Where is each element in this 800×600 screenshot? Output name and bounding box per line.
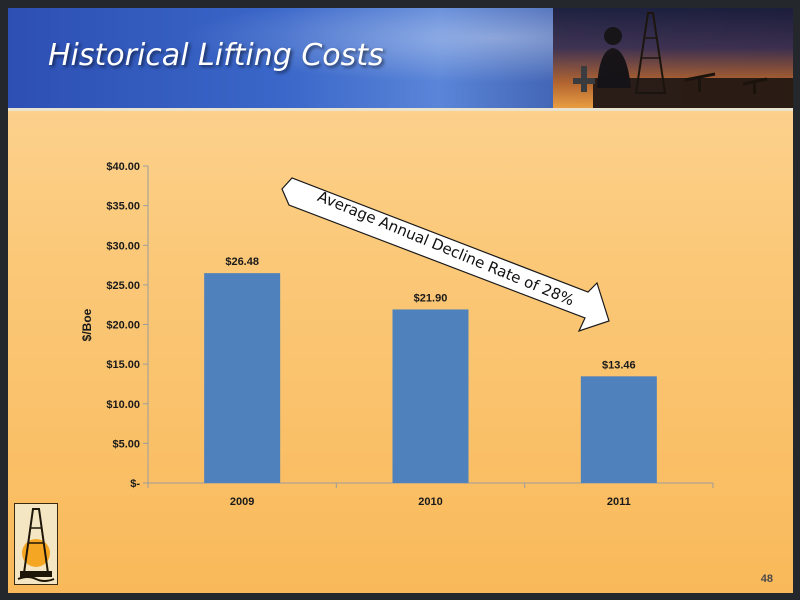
y-axis-label: $/Boe (80, 308, 94, 341)
bar-chart: $- $5.00 $10.00 $15.00 $20.00 $25.00 $30.00 $35… (80, 161, 714, 508)
oilfield-sunset-image (553, 8, 793, 108)
y-tick-label: $- (130, 478, 140, 490)
bar-2009 (204, 273, 281, 483)
bar-2010 (392, 309, 469, 483)
bar-2011 (580, 376, 657, 483)
title-banner: Historical Lifting Costs (8, 8, 793, 108)
x-tick-group: 2009 2010 2011 (147, 483, 714, 508)
y-tick-label: $20.00 (106, 320, 140, 332)
y-tick-label: $10.00 (106, 399, 140, 411)
data-label-2010: $21.90 (414, 292, 448, 304)
decline-arrow (281, 177, 610, 333)
data-label-2009: $26.48 (225, 256, 259, 268)
x-tick-label-2010: 2010 (418, 496, 442, 508)
banner-divider (8, 108, 793, 111)
decline-arrow-text: Average Annual Decline Rate of 28% (315, 187, 577, 309)
data-label-2011: $13.46 (602, 359, 636, 371)
slide-title: Historical Lifting Costs (48, 38, 384, 73)
page-number: 48 (760, 573, 773, 585)
y-tick-label: $30.00 (106, 240, 140, 252)
company-logo (13, 502, 59, 586)
x-tick-label-2011: 2011 (607, 496, 631, 508)
data-label-group: $26.48 $21.90 $13.46 (225, 256, 635, 371)
x-tick-label-2009: 2009 (230, 496, 254, 508)
decline-arrow-annotation: Average Annual Decline Rate of 28% (281, 177, 610, 333)
y-tick-label: $5.00 (112, 438, 140, 450)
y-tick-label: $35.00 (106, 201, 140, 213)
y-tick-label: $25.00 (106, 280, 140, 292)
y-tick-label: $15.00 (106, 359, 140, 371)
y-tick-label: $40.00 (106, 161, 140, 173)
y-tick-group: $- $5.00 $10.00 $15.00 $20.00 $25.00 $30.00 $35… (106, 161, 148, 490)
bar-group (204, 273, 657, 483)
slide: Historical Lifting Costs $- $5.00 $10.00 $1… (8, 8, 793, 593)
